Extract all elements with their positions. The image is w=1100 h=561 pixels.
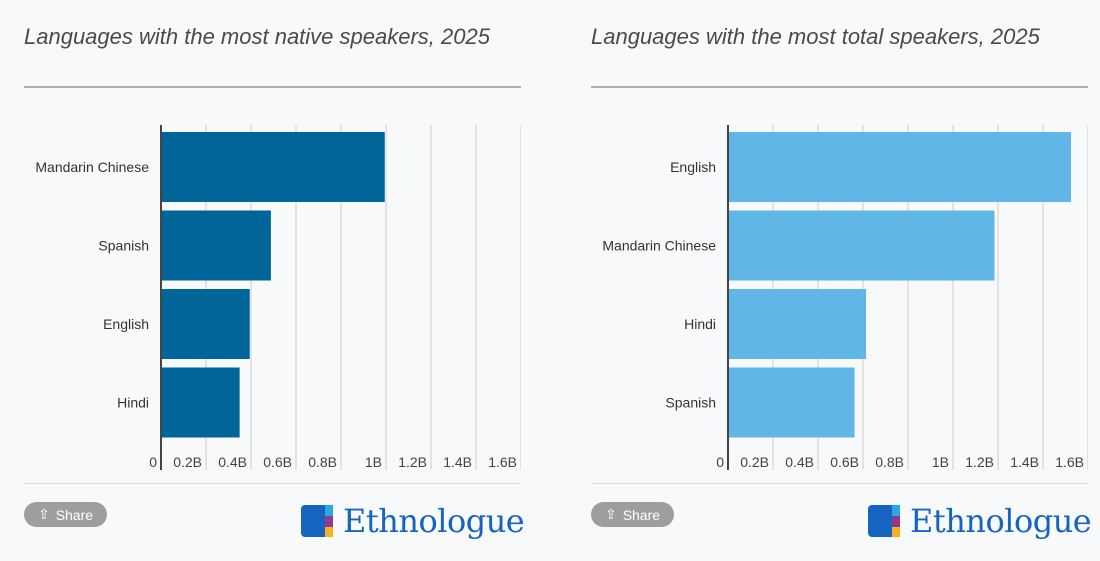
footer-divider [24,483,521,484]
share-label: Share [622,506,661,523]
bar-spanish [162,210,271,281]
x-tick-label: 0.4B [785,454,814,470]
ethnologue-logo-icon [301,505,333,537]
category-label: Mandarin Chinese [602,238,716,254]
title-divider [591,86,1088,88]
ethnologue-logo-icon [868,505,900,537]
x-tick-label: 1.2B [965,454,994,470]
x-tick-label: 0 [149,454,157,470]
bar-mandarin-chinese [729,210,995,281]
share-button[interactable]: ⇪ Share [591,502,674,527]
x-tick-label: 1.4B [443,454,472,470]
category-label: Hindi [117,395,149,411]
bar-spanish [729,367,855,438]
category-label: Spanish [665,395,716,411]
share-button[interactable]: ⇪ Share [24,502,107,527]
bar-english [162,289,250,359]
x-tick-label: 0.6B [830,454,859,470]
x-tick-label: 1.2B [398,454,427,470]
title-divider [24,86,521,88]
x-tick-label: 1.6B [488,454,517,470]
category-label: Mandarin Chinese [35,159,149,175]
category-label: English [103,316,149,332]
x-tick-label: 0.2B [173,454,202,470]
share-icon: ⇪ [604,506,617,522]
total-speakers-panel: Languages with the most total speakers, … [591,0,1092,561]
category-label: English [670,159,716,175]
bar-hindi [729,289,867,359]
x-tick-label: 0.6B [263,454,292,470]
category-label: Hindi [684,316,716,332]
x-tick-label: 0.2B [740,454,769,470]
bar-hindi [162,367,240,438]
logo-text: Ethnologue [910,502,1092,540]
x-tick-label: 1B [932,454,949,470]
total-speakers-chart: 0 0.2B 0.4B 0.6B 0.8B 1B 1.2B 1.4B 1.6B English Ma… [602,125,1088,470]
chart-title: Languages with the most total speakers, … [591,24,1040,49]
footer-divider [591,483,1088,484]
share-icon: ⇪ [37,506,50,522]
x-tick-label: 1.4B [1010,454,1039,470]
x-tick-label: 0 [716,454,724,470]
native-speakers-panel: Languages with the most native speakers,… [24,0,525,561]
x-tick-label: 0.4B [218,454,247,470]
x-tick-label: 0.8B [875,454,904,470]
logo-text: Ethnologue [343,502,525,540]
x-tick-label: 1B [365,454,382,470]
x-tick-label: 0.8B [308,454,337,470]
ethnologue-logo[interactable]: Ethnologue [301,502,525,540]
chart-title: Languages with the most native speakers,… [24,24,490,49]
x-tick-label: 1.6B [1055,454,1084,470]
share-label: Share [55,506,94,523]
category-label: Spanish [98,238,149,254]
native-speakers-chart: 0 0.2B 0.4B 0.6B 0.8B 1B 1.2B 1.4B 1.6B Mandarin … [35,125,521,470]
bar-mandarin-chinese [162,132,385,202]
ethnologue-logo[interactable]: Ethnologue [868,502,1092,540]
bar-english [729,132,1071,202]
